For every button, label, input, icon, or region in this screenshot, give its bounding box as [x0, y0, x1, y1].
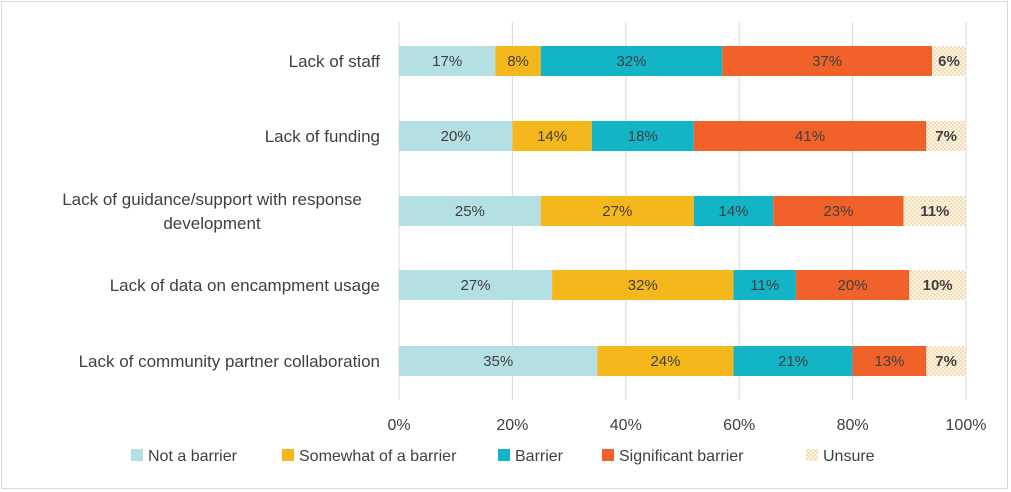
legend: Not a barrier Somewhat of a barrier Barrie…: [131, 448, 875, 465]
x-tick-label: 20%: [496, 417, 528, 434]
data-label: 7%: [935, 128, 957, 145]
bar-segment: [773, 196, 904, 226]
bar-segment: [693, 121, 927, 151]
data-label: 32%: [628, 277, 658, 294]
data-label: 24%: [650, 353, 680, 370]
legend-swatch: [806, 449, 818, 461]
category-label: Lack of community partner collaboration: [79, 352, 380, 371]
data-label: 32%: [616, 53, 646, 70]
legend-swatch: [282, 449, 294, 461]
x-tick-label: 40%: [610, 417, 642, 434]
category-label: Lack of guidance/support with response de…: [62, 190, 362, 233]
bar-segment: [495, 46, 541, 76]
bar-segment: [399, 121, 513, 151]
bar-segment: [931, 46, 966, 76]
data-label: 6%: [938, 53, 960, 70]
category-label: Lack of funding: [265, 127, 380, 146]
legend-label: Unsure: [823, 448, 875, 465]
data-label: 10%: [923, 277, 953, 294]
data-label: 11%: [920, 203, 949, 220]
legend-label: Not a barrier: [148, 448, 238, 465]
bar-segment: [693, 196, 774, 226]
legend-swatch: [131, 449, 143, 461]
x-tick-label: 100%: [946, 417, 987, 434]
data-label: 41%: [795, 128, 825, 145]
data-label: 18%: [628, 128, 658, 145]
bar-segment: [733, 346, 853, 376]
bar-segment: [926, 121, 966, 151]
data-label: 13%: [874, 353, 904, 370]
bar-segment: [552, 270, 734, 300]
legend-label: Somewhat of a barrier: [299, 448, 457, 465]
bar-segment: [399, 346, 598, 376]
bar-segment: [909, 270, 966, 300]
data-label: 25%: [455, 203, 485, 220]
data-label: 21%: [778, 353, 808, 370]
legend-swatch: [498, 449, 510, 461]
category-label: Lack of staff: [289, 52, 381, 71]
bar-segment: [399, 46, 496, 76]
data-label: 14%: [719, 203, 749, 220]
data-label: 17%: [432, 53, 462, 70]
category-labels: Lack of staff Lack of funding Lack of guid…: [62, 52, 380, 371]
data-label: 20%: [838, 277, 868, 294]
category-label: Lack of data on encampment usage: [110, 276, 380, 295]
bar-segment: [597, 346, 734, 376]
x-tick-label: 80%: [837, 417, 869, 434]
data-label: 27%: [461, 277, 491, 294]
data-label: 27%: [602, 203, 632, 220]
gridlines: [398, 22, 967, 400]
bar-segment: [399, 196, 541, 226]
data-label: 23%: [823, 203, 853, 220]
bar-segment: [512, 121, 592, 151]
x-tick-label: 0%: [387, 417, 410, 434]
data-label: 7%: [935, 353, 957, 370]
bar-segment: [399, 270, 553, 300]
bar-segment: [733, 270, 796, 300]
bar-segment: [926, 346, 966, 376]
data-label: 37%: [812, 53, 842, 70]
x-tick-label: 60%: [723, 417, 755, 434]
bar-segment: [540, 46, 723, 76]
data-label: 11%: [750, 277, 779, 294]
bar-segment: [722, 46, 932, 76]
data-label: 14%: [537, 128, 567, 145]
bar-segment: [591, 121, 694, 151]
bars: 17% 8% 32% 37% 6% 20% 14% 18% 41% 7% 25% 27% 14% 23% 1…: [399, 46, 966, 376]
legend-label: Significant barrier: [619, 448, 744, 465]
data-label: 20%: [441, 128, 471, 145]
bar-segment: [903, 196, 966, 226]
bar-segment: [795, 270, 910, 300]
legend-label: Barrier: [515, 448, 564, 465]
legend-swatch: [602, 449, 614, 461]
bar-segment: [852, 346, 927, 376]
bar-segment: [540, 196, 694, 226]
x-axis-ticks: 0% 20% 40% 60% 80% 100%: [387, 417, 986, 434]
data-label: 35%: [483, 353, 513, 370]
data-label: 8%: [507, 53, 529, 70]
